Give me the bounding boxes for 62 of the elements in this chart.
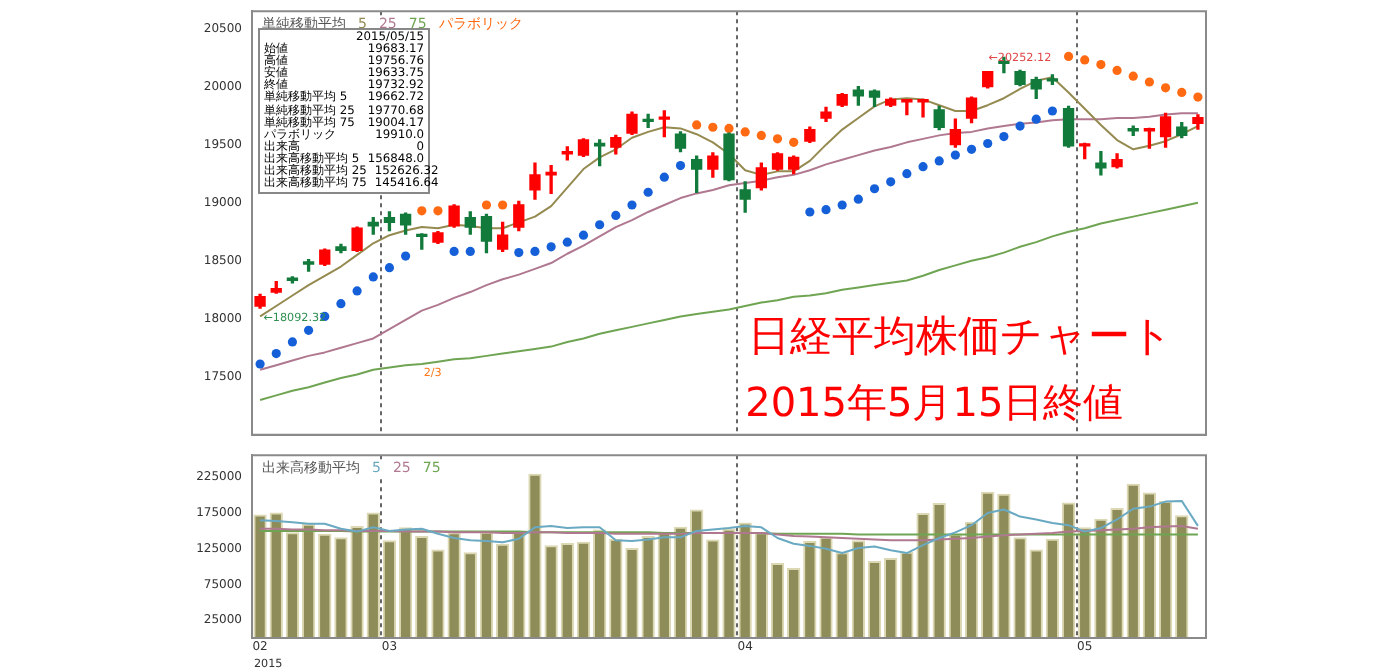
point (886, 177, 896, 187)
point (869, 184, 880, 194)
point (1144, 77, 1155, 87)
point (271, 348, 281, 359)
point (481, 200, 492, 210)
point (805, 207, 815, 217)
text: 日経平均株価チャート (748, 312, 1175, 361)
point (756, 130, 766, 140)
point (336, 299, 346, 309)
point (1096, 59, 1106, 70)
point (934, 156, 944, 166)
point (578, 230, 589, 240)
point (1015, 121, 1025, 131)
point (498, 200, 508, 210)
point (918, 162, 928, 172)
candlestick (917, 98, 929, 118)
point (546, 242, 556, 252)
point (449, 246, 459, 257)
point (1063, 51, 1074, 62)
point (1128, 71, 1138, 81)
point (837, 200, 847, 210)
point (950, 150, 960, 160)
point (401, 251, 411, 261)
point (659, 172, 669, 182)
point (1177, 87, 1187, 98)
point (465, 246, 475, 257)
point (611, 210, 621, 221)
point (530, 246, 540, 257)
point (692, 120, 702, 130)
point (999, 131, 1009, 142)
point (902, 169, 912, 179)
point (1112, 65, 1122, 75)
point (1031, 114, 1041, 124)
point (708, 122, 718, 132)
point (595, 220, 605, 230)
point (1080, 55, 1090, 65)
candlestick (901, 99, 913, 116)
point (417, 206, 427, 216)
point (514, 247, 524, 258)
point (287, 337, 298, 347)
point (821, 205, 831, 215)
text: 2015年5月15日終値 (745, 377, 1124, 426)
point (983, 138, 993, 149)
point (675, 160, 686, 171)
point (1160, 83, 1171, 93)
point (627, 200, 637, 210)
point (772, 134, 783, 144)
point (853, 194, 863, 204)
point (384, 263, 395, 273)
point (966, 144, 977, 154)
candlestick (642, 113, 654, 128)
point (1047, 106, 1057, 116)
point (255, 359, 265, 369)
point (1193, 92, 1203, 102)
point (740, 127, 750, 137)
point (368, 272, 378, 282)
point (433, 206, 443, 216)
point (562, 237, 572, 247)
point (303, 325, 314, 335)
point (643, 187, 653, 197)
point (352, 286, 362, 296)
point (789, 137, 799, 147)
